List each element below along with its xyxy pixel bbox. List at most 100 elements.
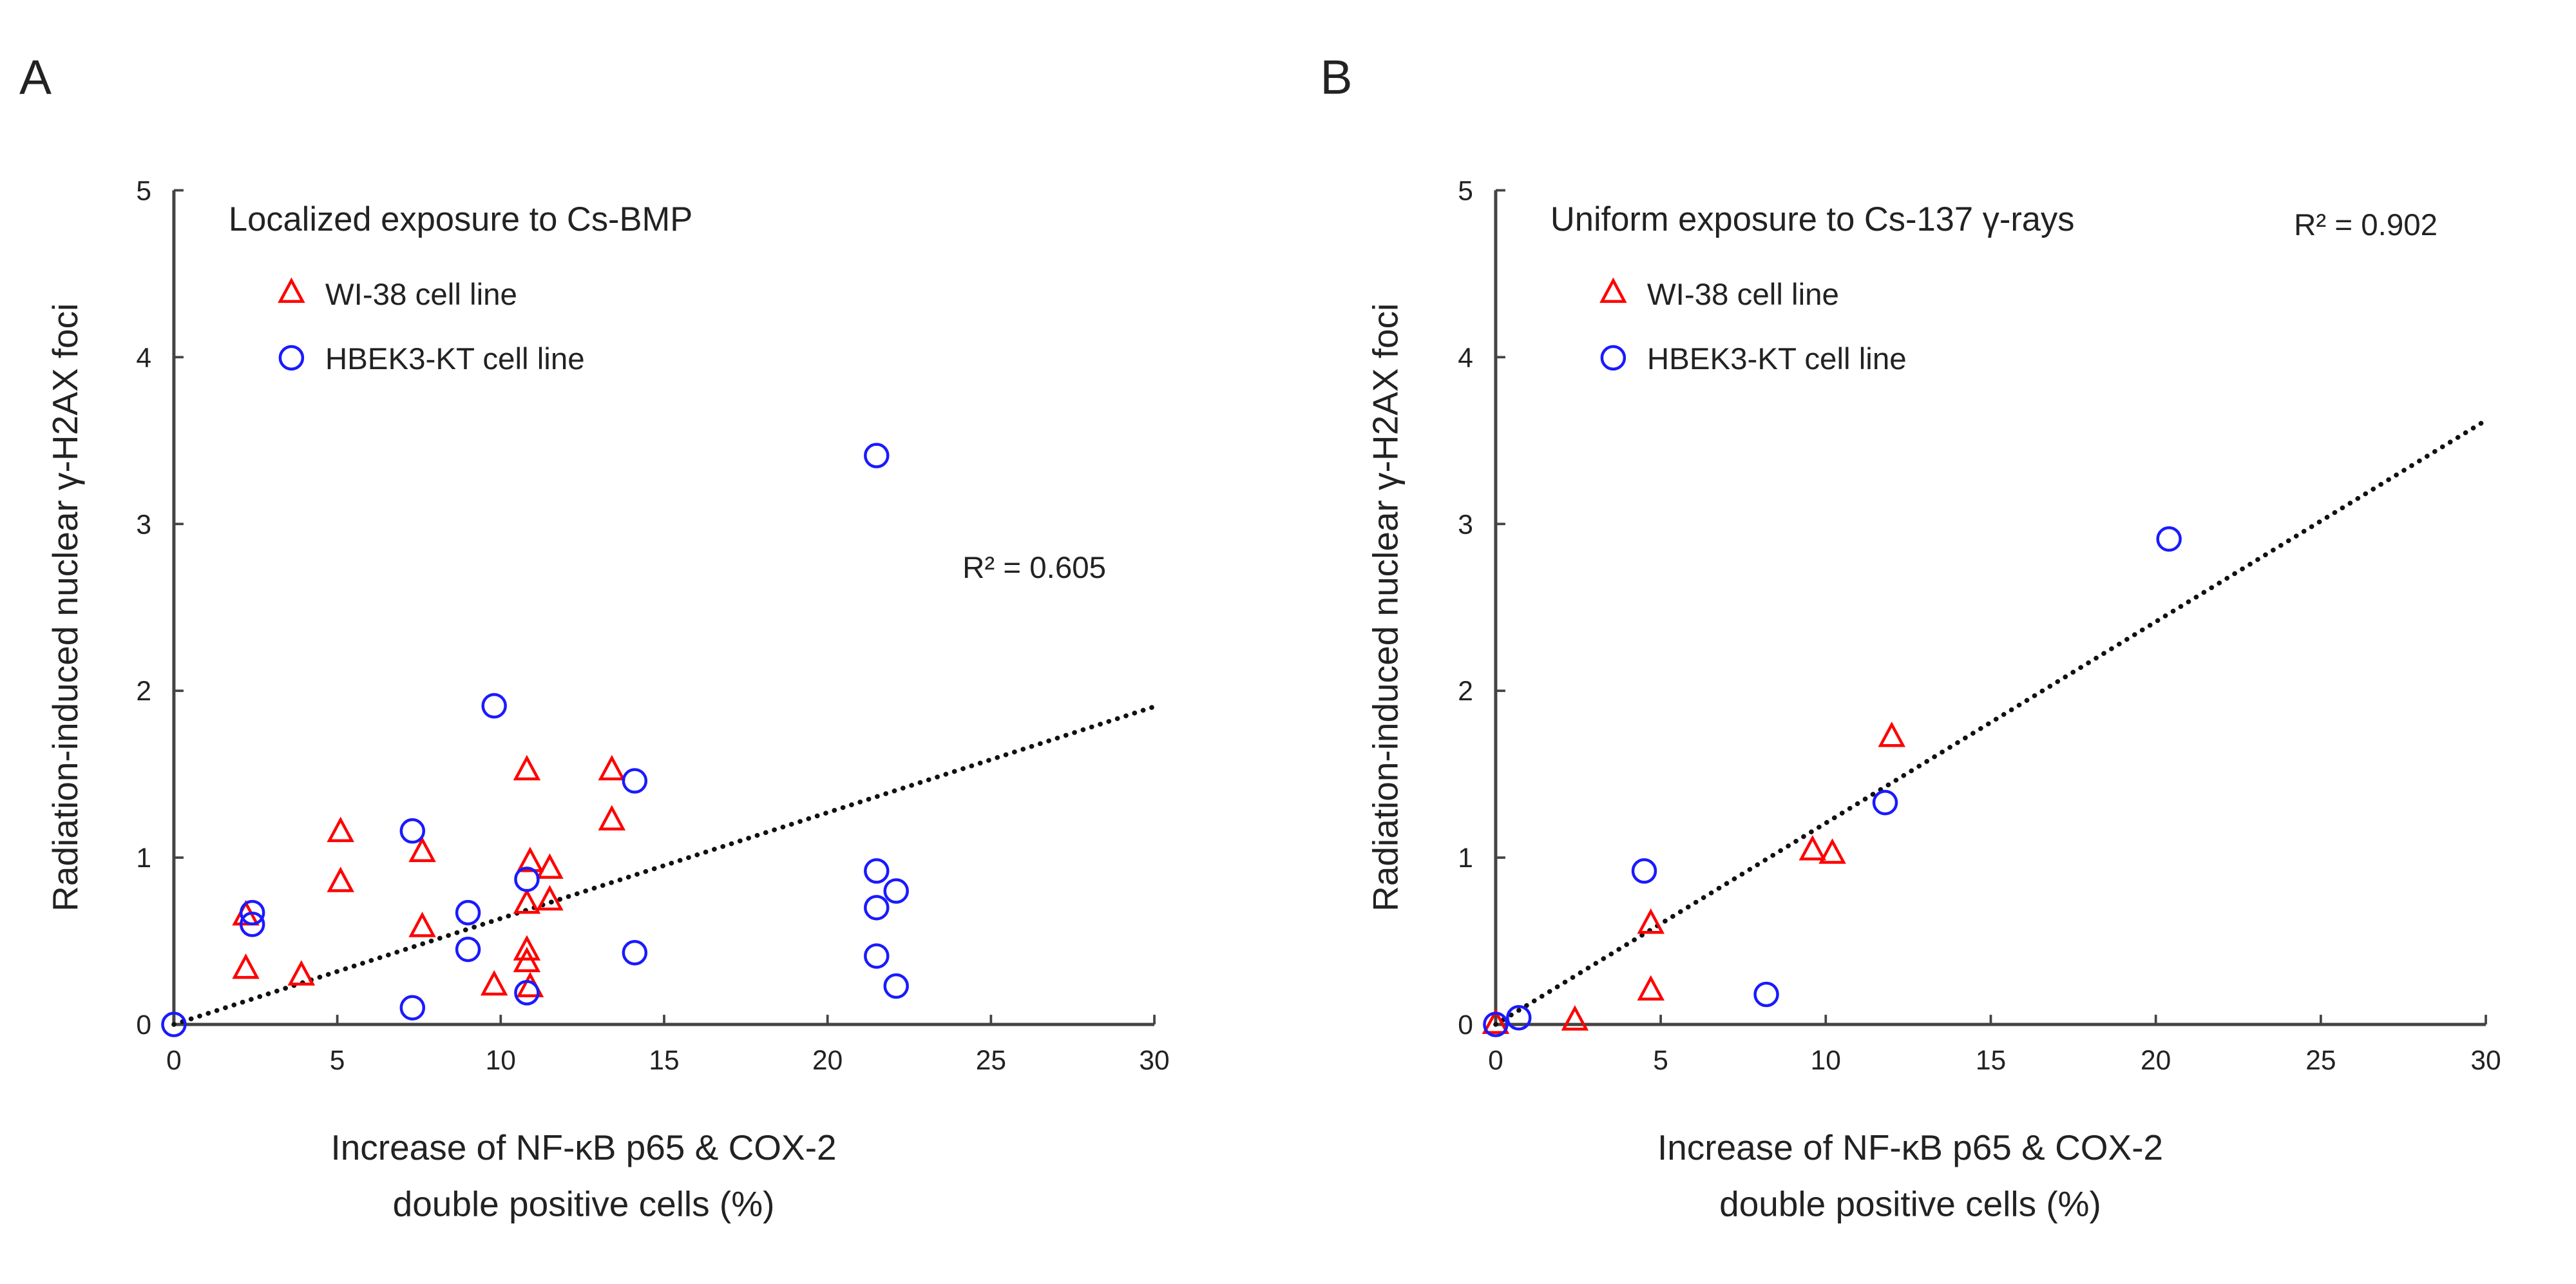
chart-title: Localized exposure to Cs-BMP <box>229 200 692 238</box>
data-point-circle <box>1753 981 1779 1008</box>
data-point-triangle <box>513 888 541 914</box>
legend-triangle-icon <box>278 277 305 303</box>
y-axis-label: Radiation-induced nuclear γ-H2AX foci <box>45 303 85 912</box>
y-tick-label: 5 <box>1458 176 1473 206</box>
legend-triangle-icon <box>1599 277 1627 303</box>
x-axis-label-line1: Increase of NF-κB p65 & COX-2 <box>330 1127 836 1167</box>
series-hbek3-kt <box>161 443 909 1037</box>
data-point-circle <box>864 943 890 969</box>
data-point-circle <box>399 995 426 1020</box>
legend-label: WI-38 cell line <box>325 278 517 312</box>
data-point-circle <box>1483 1011 1509 1037</box>
data-point-triangle <box>232 953 260 979</box>
data-point-triangle <box>516 847 544 872</box>
x-axis-label-line2: double positive cells (%) <box>393 1184 775 1224</box>
x-tick-label: 0 <box>1488 1046 1503 1076</box>
x-axis-label-line1: Increase of NF-κB p65 & COX-2 <box>1657 1127 2163 1167</box>
data-point-circle <box>455 936 481 963</box>
data-point-circle <box>864 443 890 468</box>
trendline <box>1493 417 2488 1027</box>
y-tick-label: 4 <box>136 343 151 373</box>
x-tick-label: 0 <box>166 1046 182 1076</box>
y-tick-label: 4 <box>1458 343 1473 373</box>
y-tick-label: 1 <box>136 843 151 874</box>
data-point-circle <box>622 940 648 966</box>
legend-circle-icon <box>1600 345 1627 371</box>
series-wi38 <box>1482 721 1906 1034</box>
r-squared-label: R² = 0.902 <box>2294 208 2438 242</box>
y-tick-label: 1 <box>1458 843 1473 874</box>
x-tick-label: 25 <box>2305 1046 2336 1076</box>
x-tick-label: 5 <box>1653 1046 1668 1076</box>
x-tick-label: 15 <box>649 1046 679 1076</box>
x-tick-label: 15 <box>1976 1046 2006 1076</box>
x-tick-label: 5 <box>330 1046 345 1076</box>
data-point-triangle <box>327 867 354 892</box>
y-tick-label: 3 <box>1458 510 1473 540</box>
legend-label: HBEK3-KT cell line <box>325 342 585 376</box>
data-point-triangle <box>1637 908 1665 934</box>
legend-entry: WI-38 cell line <box>1599 277 1839 312</box>
y-tick-label: 3 <box>136 510 151 540</box>
data-point-circle <box>399 818 426 844</box>
y-tick-label: 2 <box>1458 676 1473 707</box>
panel-label: A <box>19 50 52 104</box>
panel-label: B <box>1320 50 1352 104</box>
legend-entry: HBEK3-KT cell line <box>278 342 585 376</box>
x-tick-label: 20 <box>2141 1046 2171 1076</box>
data-point-triangle <box>1878 721 1906 747</box>
data-point-circle <box>455 899 481 926</box>
data-point-circle <box>481 693 507 719</box>
data-point-circle <box>1506 1004 1532 1031</box>
data-point-circle <box>514 980 540 1006</box>
x-tick-label: 25 <box>976 1046 1006 1076</box>
legend-entry: WI-38 cell line <box>278 277 517 312</box>
trendline <box>171 704 1157 1027</box>
data-point-triangle <box>536 853 564 879</box>
data-point-triangle <box>408 836 436 863</box>
data-point-triangle <box>513 935 541 961</box>
data-point-circle <box>161 1011 187 1037</box>
data-point-circle <box>1631 858 1657 884</box>
data-point-circle <box>864 895 890 921</box>
data-point-circle <box>239 911 265 937</box>
data-point-triangle <box>1637 975 1665 1001</box>
y-tick-label: 2 <box>136 676 151 707</box>
data-point-triangle <box>598 754 626 781</box>
data-point-circle <box>1872 789 1898 816</box>
series-wi38 <box>232 754 626 997</box>
x-tick-label: 10 <box>486 1046 516 1076</box>
panel-a: A 0 1 2 3 4 5 0 5 10 15 20 25 30 Increase of NF-κB p65… <box>19 50 1170 1223</box>
panel-b: B 0 1 2 3 4 5 0 5 10 15 20 25 30 Increase of NF-κB p65… <box>1320 50 2501 1223</box>
series-hbek3-kt <box>1483 526 2182 1037</box>
data-point-triangle <box>536 885 564 911</box>
x-axis-label-line2: double positive cells (%) <box>1719 1184 2101 1224</box>
data-point-circle <box>883 973 909 999</box>
data-point-triangle <box>1482 1008 1510 1034</box>
legend-label: HBEK3-KT cell line <box>1647 342 1907 376</box>
data-point-circle <box>864 858 890 884</box>
data-point-triangle <box>408 912 436 937</box>
y-tick-label: 0 <box>1458 1010 1473 1040</box>
data-point-triangle <box>1798 835 1827 861</box>
y-tick-label: 0 <box>136 1010 151 1040</box>
data-point-triangle <box>480 970 508 996</box>
data-point-triangle <box>1818 838 1846 864</box>
data-point-triangle <box>1561 1005 1589 1031</box>
data-point-triangle <box>327 816 354 843</box>
y-tick-label: 5 <box>136 176 151 206</box>
data-point-circle <box>239 899 265 926</box>
x-tick-label: 20 <box>812 1046 843 1076</box>
x-tick-label: 30 <box>1139 1046 1169 1076</box>
data-point-triangle <box>598 805 626 830</box>
data-point-triangle <box>287 960 316 986</box>
legend-entry: HBEK3-KT cell line <box>1600 342 1907 376</box>
x-tick-label: 30 <box>2470 1046 2501 1076</box>
r-squared-label: R² = 0.605 <box>962 551 1106 585</box>
legend-circle-icon <box>278 345 305 371</box>
data-point-circle <box>2156 526 2182 552</box>
x-tick-label: 10 <box>1811 1046 1841 1076</box>
chart-title: Uniform exposure to Cs-137 γ-rays <box>1550 200 2075 238</box>
data-point-circle <box>622 768 648 794</box>
